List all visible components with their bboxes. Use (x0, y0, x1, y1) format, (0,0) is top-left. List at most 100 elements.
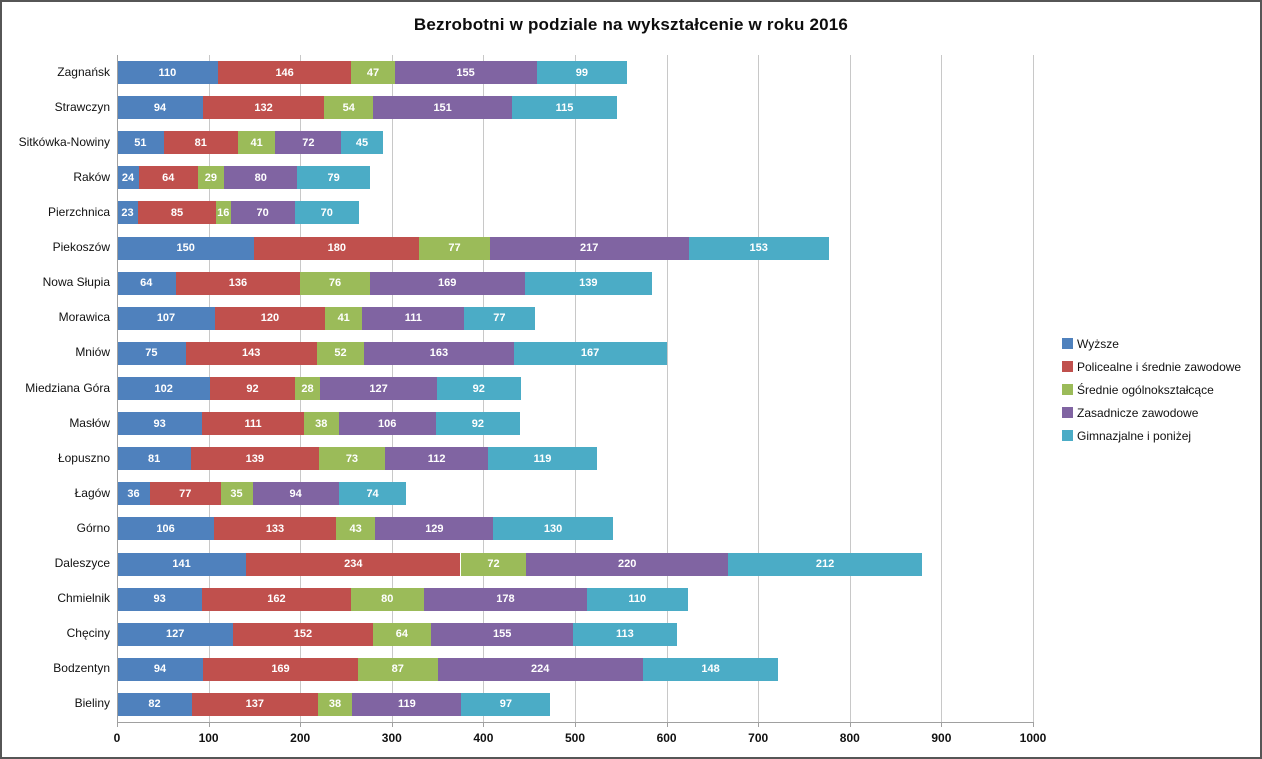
x-axis-line (117, 722, 1034, 723)
bar-value-label: 92 (472, 382, 485, 395)
bar-value-label: 127 (165, 628, 185, 641)
bar-segment: 94 (252, 482, 339, 506)
bar-value-label: 75 (145, 347, 158, 360)
x-tick-label: 1000 (1019, 731, 1047, 745)
bar-value-label: 16 (217, 206, 230, 219)
x-axis-tick (758, 723, 760, 727)
bar-value-label: 151 (433, 101, 452, 114)
bar-segment: 38 (317, 692, 353, 716)
bar-value-label: 111 (404, 312, 422, 325)
bar-value-label: 163 (429, 347, 449, 360)
bar-segment: 99 (536, 61, 628, 85)
legend-label: Gimnazjalne i poniżej (1077, 428, 1192, 443)
bar-segment: 133 (214, 517, 336, 541)
bar-value-label: 70 (256, 206, 269, 219)
bar-value-label: 72 (487, 558, 500, 571)
category-label: Mniów (75, 345, 110, 360)
bar-value-label: 153 (749, 242, 768, 255)
bar-segment: 130 (493, 517, 613, 541)
legend-item: Wyższe (1062, 332, 1241, 355)
bar-value-label: 127 (369, 382, 388, 395)
gridline (575, 55, 576, 722)
gridline (941, 55, 943, 722)
bar-value-label: 169 (438, 277, 457, 290)
category-label: Masłów (69, 415, 110, 430)
bar-value-label: 52 (334, 347, 347, 360)
legend-label: Średnie ogólnokształcące (1077, 382, 1214, 397)
bar-value-label: 137 (245, 698, 265, 711)
bar-segment: 127 (320, 377, 437, 400)
category-label: Chęciny (66, 626, 110, 641)
bar-segment: 70 (294, 201, 359, 225)
bar-value-label: 92 (246, 382, 259, 395)
legend-swatch (1062, 361, 1073, 372)
legend-label: Policealne i średnie zawodowe (1077, 359, 1242, 374)
bar-value-label: 112 (427, 452, 446, 465)
category-label: Chmielnik (57, 591, 110, 606)
bar-segment: 119 (487, 447, 597, 471)
bar-value-label: 130 (543, 522, 563, 535)
bar-value-label: 139 (245, 452, 265, 465)
bar-segment: 102 (117, 377, 211, 400)
gridline (1033, 55, 1034, 722)
bar-segment: 64 (117, 271, 176, 295)
bar-value-label: 79 (327, 171, 340, 184)
bar-segment: 180 (254, 236, 420, 260)
legend-item: Gimnazjalne i poniżej (1062, 424, 1241, 447)
bar-segment: 70 (230, 201, 295, 225)
bar-value-label: 51 (134, 136, 147, 149)
bar-value-label: 94 (153, 101, 167, 114)
bar-value-label: 76 (328, 277, 342, 290)
bar-segment: 93 (117, 587, 203, 611)
bar-segment: 45 (341, 131, 383, 155)
bar-value-label: 146 (275, 66, 294, 79)
bar-segment: 234 (246, 552, 461, 576)
chart-title: Bezrobotni w podziale na wykształcenie w… (413, 15, 849, 34)
bar-segment: 64 (138, 166, 198, 190)
bar-value-label: 93 (153, 417, 166, 430)
bar-value-label: 141 (172, 558, 191, 571)
legend-label: Wyższe (1077, 336, 1119, 351)
bar-segment: 169 (203, 657, 358, 681)
bar-value-label: 113 (616, 628, 634, 641)
bar-segment: 97 (461, 692, 551, 716)
bar-value-label: 94 (289, 487, 302, 500)
bar-value-label: 93 (153, 593, 166, 606)
bar-value-label: 87 (391, 663, 404, 676)
bar-segment: 143 (185, 341, 317, 365)
bar-segment: 72 (275, 131, 342, 155)
bar-segment: 111 (202, 412, 304, 436)
category-label: Strawczyn (54, 99, 110, 114)
bar-segment: 38 (303, 412, 339, 436)
category-label: Zagnańsk (57, 64, 110, 79)
bar-segment: 155 (394, 61, 537, 85)
bar-segment: 137 (192, 692, 318, 716)
bar-segment: 52 (316, 341, 365, 365)
x-axis-tick (849, 723, 851, 727)
bar-segment: 220 (526, 552, 728, 576)
bar-value-label: 64 (140, 277, 153, 290)
bar-value-label: 180 (327, 242, 346, 255)
x-tick-label: 0 (113, 731, 121, 745)
bar-value-label: 85 (170, 206, 184, 219)
bar-value-label: 139 (579, 277, 598, 290)
x-tick-label: 500 (564, 731, 586, 745)
category-label: Miedziana Góra (25, 380, 110, 395)
bar-value-label: 110 (628, 593, 647, 606)
bar-segment: 112 (385, 447, 488, 471)
bar-value-label: 220 (618, 558, 637, 571)
bar-value-label: 82 (148, 698, 161, 711)
category-label: Pierzchnica (47, 204, 110, 219)
bar-value-label: 120 (260, 312, 280, 325)
bar-value-label: 148 (701, 663, 720, 676)
bar-segment: 80 (350, 587, 424, 611)
bar-value-label: 178 (496, 593, 515, 606)
x-axis-tick (1033, 723, 1034, 727)
bar-segment: 110 (586, 587, 688, 611)
bar-value-label: 152 (293, 628, 313, 641)
bar-value-label: 38 (315, 417, 328, 430)
bar-segment: 107 (117, 306, 215, 330)
bar-value-label: 155 (492, 628, 512, 641)
